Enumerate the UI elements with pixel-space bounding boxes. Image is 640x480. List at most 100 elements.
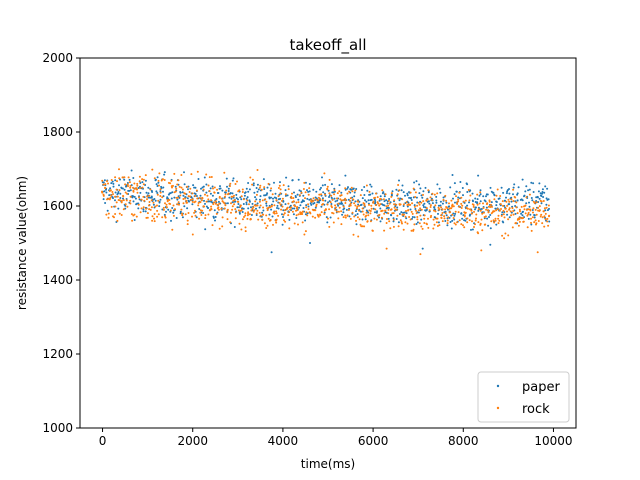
point-paper [488,216,490,218]
point-paper [410,199,413,201]
point-rock [476,193,479,196]
point-rock [261,199,264,202]
point-rock [435,221,438,224]
point-paper [245,187,248,190]
point-rock [414,191,417,194]
point-paper [269,189,272,192]
point-rock [225,189,228,192]
point-paper [537,190,540,193]
point-rock [524,204,527,207]
point-paper [395,218,398,220]
point-rock [254,204,257,207]
point-rock [127,176,130,179]
point-rock [431,192,434,195]
point-rock [367,214,370,217]
point-rock [387,212,390,215]
point-rock [139,187,142,190]
point-paper [182,194,185,197]
point-rock [389,227,392,230]
point-rock [301,213,304,215]
y-tick-label: 2000 [42,51,73,65]
point-rock [393,203,396,206]
point-rock [434,204,437,207]
point-paper [530,197,533,199]
point-paper [471,192,474,195]
point-rock [107,216,110,219]
point-rock [473,226,475,228]
point-paper [252,182,255,185]
point-rock [390,195,393,198]
point-paper [452,197,454,200]
point-rock [479,209,482,212]
point-rock [133,182,136,185]
point-rock [233,199,236,202]
point-paper [128,178,131,181]
point-rock [323,172,326,175]
point-rock [237,200,240,203]
point-paper [415,223,418,225]
point-paper [226,185,228,188]
point-rock [458,191,461,194]
point-rock [176,196,179,199]
point-paper [241,211,244,213]
point-paper [540,195,543,197]
point-rock [113,216,115,219]
point-rock [256,209,259,212]
point-paper [322,191,325,194]
point-paper [308,183,311,185]
point-rock [328,208,331,211]
point-paper [211,201,214,204]
point-paper [118,184,120,187]
point-rock [356,205,359,208]
point-rock [238,222,241,225]
point-paper [123,188,126,191]
point-rock [291,210,294,213]
point-paper [237,203,240,205]
point-rock [130,213,133,216]
point-paper [445,214,448,217]
point-rock [443,217,446,220]
point-paper [137,187,140,189]
point-rock [296,207,299,210]
point-rock [242,198,245,201]
points-layer [101,168,551,256]
point-rock [142,178,145,181]
point-paper [142,210,145,213]
point-paper [470,228,472,231]
point-paper [361,197,364,200]
point-rock [413,223,416,226]
point-rock [148,201,151,203]
point-paper [325,216,328,219]
point-paper [103,190,106,193]
point-rock [258,211,261,214]
point-rock [429,204,432,207]
point-paper [156,192,159,194]
point-paper [226,202,229,205]
point-rock [494,219,497,222]
point-paper [372,207,375,210]
point-paper [313,202,316,204]
point-paper [102,198,105,201]
point-rock [349,217,352,220]
point-paper [435,201,438,204]
point-rock [249,218,252,221]
point-rock [234,217,237,220]
point-rock [102,193,105,196]
point-rock [423,217,426,220]
point-paper [306,189,308,192]
point-paper [486,193,489,196]
point-paper [376,210,378,213]
point-rock [255,193,258,196]
point-rock [201,209,204,212]
point-rock [293,222,296,225]
point-paper [527,189,530,192]
point-paper [233,226,236,228]
point-rock [480,218,483,221]
point-rock [309,212,312,215]
point-paper [476,201,479,204]
point-rock [194,214,197,217]
point-paper [329,216,332,219]
point-rock [259,184,262,187]
point-rock [506,204,509,207]
point-rock [392,212,395,215]
